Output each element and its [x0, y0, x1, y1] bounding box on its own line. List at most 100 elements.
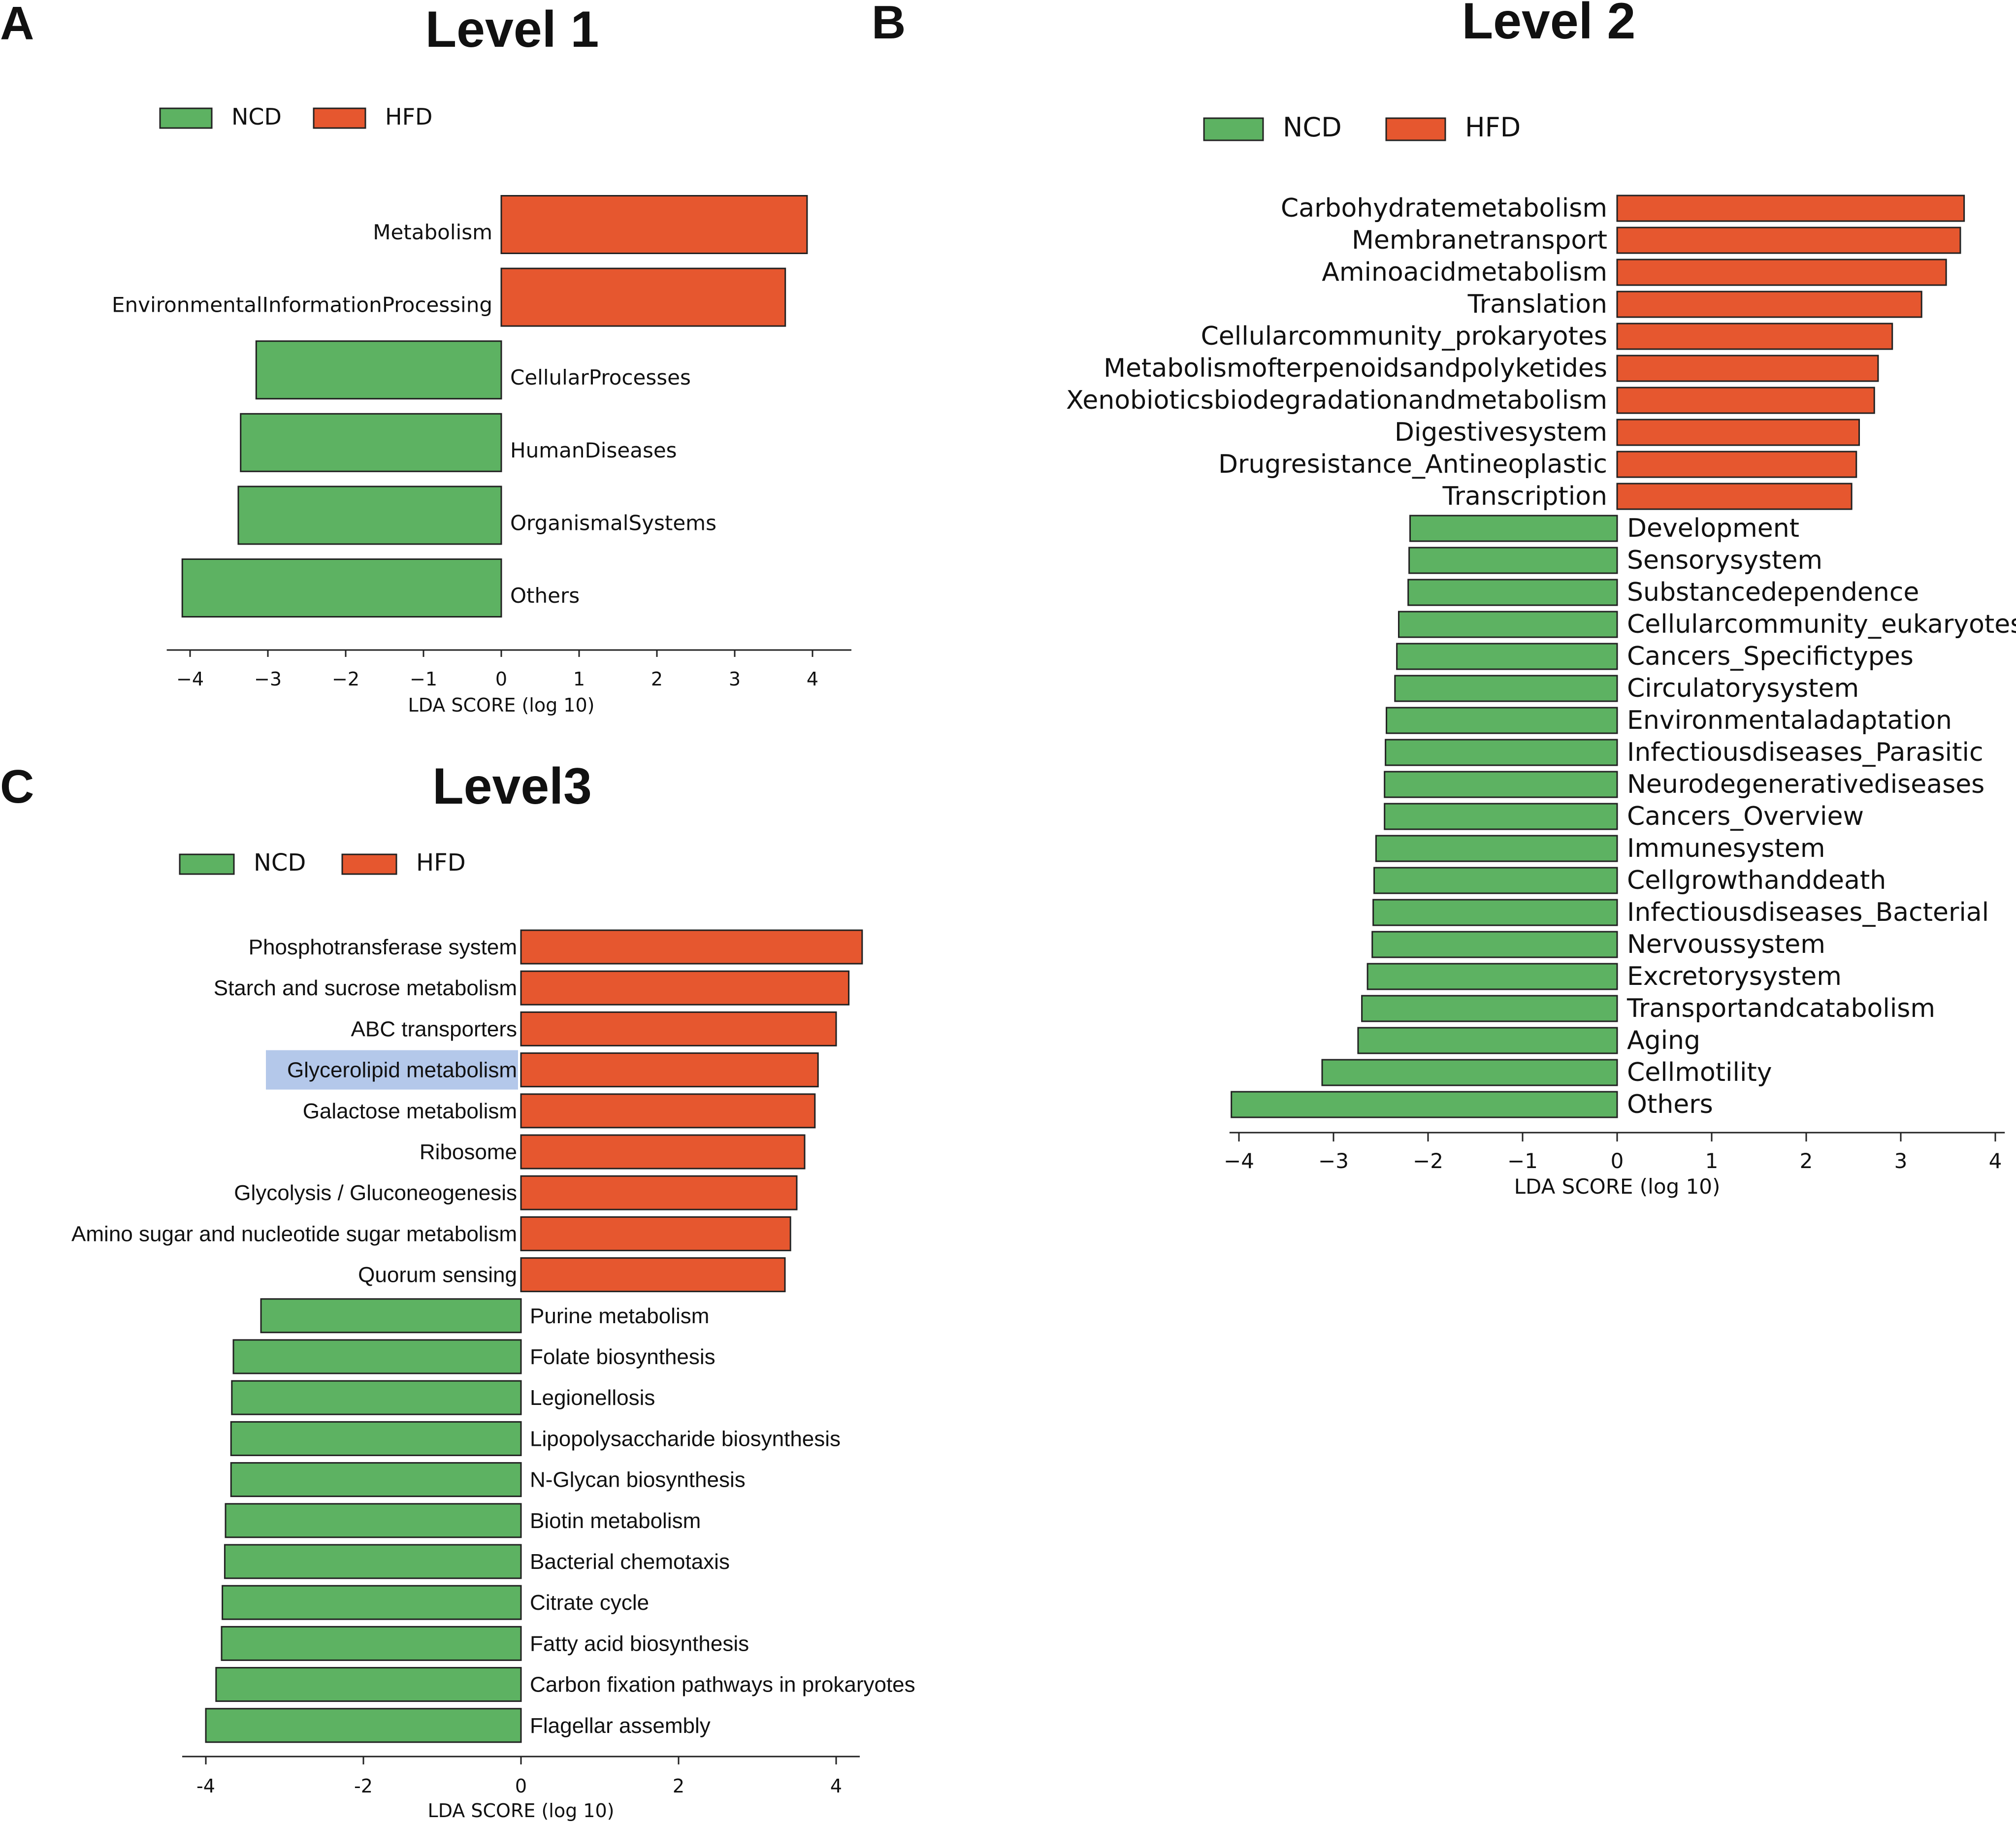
category-label: Purine metabolism — [530, 1304, 709, 1328]
bar-ncd — [230, 1462, 522, 1498]
panel-a: A Level 1 NCD HFD Metabolism EnvironmentalInf… — [0, 0, 851, 716]
x-tick-label: −2 — [1413, 1149, 1443, 1173]
category-label: Cancers_Specifictypes — [1627, 642, 1914, 671]
bar-ncd — [260, 1298, 522, 1334]
category-label: EnvironmentalInformationProcessing — [112, 293, 492, 317]
bar-row-environmentaladaptation: Environmentaladaptation — [1386, 706, 1952, 735]
bar-ncd — [232, 1339, 522, 1374]
bar-row-membranetransport: Membranetransport — [1352, 226, 1961, 255]
category-label: Cellmotility — [1627, 1058, 1772, 1087]
chart-title: Level 2 — [1462, 0, 1636, 50]
panel-c: C Level3 NCD HFD Phosphotransferase system St… — [0, 758, 915, 1822]
category-label: Nervoussystem — [1627, 930, 1825, 959]
bar-row-infectiousdiseases-bacterial: Infectiousdiseases_Bacterial — [1372, 898, 1989, 927]
category-label: Transportandcatabolism — [1626, 994, 1935, 1023]
bar-row-galactose-metabolism: Galactose metabolism — [303, 1093, 816, 1129]
chart-title: Level3 — [432, 758, 592, 815]
bar-ncd — [1398, 611, 1618, 638]
bar-row-lipopolysaccharide-biosynthesis: Lipopolysaccharide biosynthesis — [230, 1421, 841, 1456]
bar-ncd — [255, 340, 502, 400]
legend-swatch-ncd — [1203, 117, 1264, 141]
bar-row-sensorysystem: Sensorysystem — [1408, 546, 1822, 575]
category-label: Membranetransport — [1352, 226, 1607, 255]
category-label: Cellgrowthanddeath — [1627, 866, 1886, 895]
x-axis: −4 −3 −2 −1 0 1 2 3 4 LDA SCORE (log 10) — [166, 649, 851, 716]
legend-label-hfd: HFD — [416, 849, 466, 877]
x-tick-label: 0 — [1611, 1149, 1624, 1173]
category-label: Biotin metabolism — [530, 1509, 701, 1533]
category-label: Citrate cycle — [530, 1591, 649, 1615]
bar-hfd — [1616, 227, 1961, 254]
bar-hfd — [1616, 483, 1853, 510]
category-label: Bacterial chemotaxis — [530, 1550, 730, 1574]
category-label: Digestivesystem — [1395, 418, 1607, 447]
x-tick-label: −3 — [254, 668, 282, 690]
bar-row-carbohydratemetabolism: Carbohydratemetabolism — [1281, 194, 1965, 223]
x-tick-label: −4 — [176, 668, 204, 690]
bar-hfd — [1616, 387, 1875, 414]
bar-row-substancedependence: Substancedependence — [1407, 578, 1919, 607]
bar-row-organismalsystems: OrganismalSystems — [237, 486, 716, 545]
x-tick-label: 1 — [573, 668, 585, 690]
category-label: Others — [510, 584, 580, 608]
category-label: Drugresistance_Antineoplastic — [1218, 450, 1607, 479]
bar-row-environmentalinformationprocessing: EnvironmentalInformationProcessing — [112, 267, 786, 327]
category-label: Circulatorysystem — [1627, 674, 1859, 703]
bar-ncd — [1408, 547, 1618, 574]
x-tick-label: -2 — [354, 1775, 373, 1797]
x-tick-label: −1 — [1507, 1149, 1538, 1173]
bar-row-cancers-specifictypes: Cancers_Specifictypes — [1396, 642, 1914, 671]
bar-hfd — [520, 1134, 806, 1170]
x-tick-label: −3 — [1318, 1149, 1349, 1173]
category-label: Neurodegenerativediseases — [1627, 770, 1984, 799]
x-tick-label: 3 — [1894, 1149, 1908, 1173]
category-label: Environmentaladaptation — [1627, 706, 1952, 735]
category-label: Development — [1627, 514, 1799, 543]
label-highlight — [266, 1050, 518, 1090]
x-tick-label: 4 — [830, 1775, 842, 1797]
bar-ncd — [224, 1544, 522, 1579]
category-label: Carbohydratemetabolism — [1281, 194, 1607, 223]
bar-row-citrate-cycle: Citrate cycle — [222, 1585, 649, 1620]
category-label: Substancedependence — [1627, 578, 1919, 607]
category-label: Cellularcommunity_eukaryotes — [1627, 610, 2016, 639]
category-label: Cellularcommunity_prokaryotes — [1201, 322, 1608, 351]
x-axis-label: LDA SCORE (log 10) — [428, 1800, 615, 1822]
x-axis-label: LDA SCORE (log 10) — [408, 694, 595, 716]
bar-ncd — [1231, 1091, 1618, 1118]
bar-hfd — [1616, 195, 1965, 222]
bar-row-metabolismofterpenoidsandpolyketides: Metabolismofterpenoidsandpolyketides — [1104, 354, 1879, 383]
legend-label-hfd: HFD — [385, 103, 432, 130]
bar-row-phosphotransferase-system: Phosphotransferase system — [249, 929, 863, 965]
bar-row-infectiousdiseases-parasitic: Infectiousdiseases_Parasitic — [1385, 738, 1983, 767]
bar-row-nervoussystem: Nervoussystem — [1371, 930, 1825, 959]
legend-swatch-ncd — [159, 107, 213, 129]
bar-ncd — [230, 1421, 522, 1456]
category-label: Amino sugar and nucleotide sugar metabol… — [71, 1222, 517, 1246]
category-label: Aging — [1627, 1026, 1700, 1055]
bar-hfd — [520, 1175, 798, 1210]
bar-ncd — [1385, 739, 1618, 766]
bar-ncd — [1394, 675, 1618, 702]
category-label: ABC transporters — [351, 1017, 517, 1041]
bar-row-xenobioticsbiodegradationandmetabolism: Xenobioticsbiodegradationandmetabolism — [1066, 386, 1875, 415]
x-axis: −4 −3 −2 −1 0 1 2 3 4 LDA SCORE (log 10) — [1224, 1132, 2005, 1199]
panel-letter: C — [0, 760, 34, 813]
category-label: Glycolysis / Gluconeogenesis — [234, 1181, 517, 1205]
category-label: Excretorysystem — [1627, 962, 1842, 991]
bar-hfd — [500, 195, 808, 254]
x-tick-label: −1 — [410, 668, 437, 690]
bar-row-humandiseases: HumanDiseases — [240, 413, 677, 472]
bar-row-cellularprocesses: CellularProcesses — [255, 340, 691, 400]
legend: NCD HFD — [179, 849, 466, 877]
category-label: Aminoacidmetabolism — [1322, 258, 1607, 287]
category-label: Starch and sucrose metabolism — [214, 976, 517, 1000]
bar-ncd — [1373, 867, 1618, 894]
category-label: Quorum sensing — [358, 1263, 517, 1287]
category-label: Infectiousdiseases_Bacterial — [1627, 898, 1989, 927]
category-label: Lipopolysaccharide biosynthesis — [530, 1427, 841, 1451]
x-tick-label: 4 — [1989, 1149, 2002, 1173]
legend-label-hfd: HFD — [1465, 112, 1521, 143]
bar-ncd — [222, 1585, 522, 1620]
